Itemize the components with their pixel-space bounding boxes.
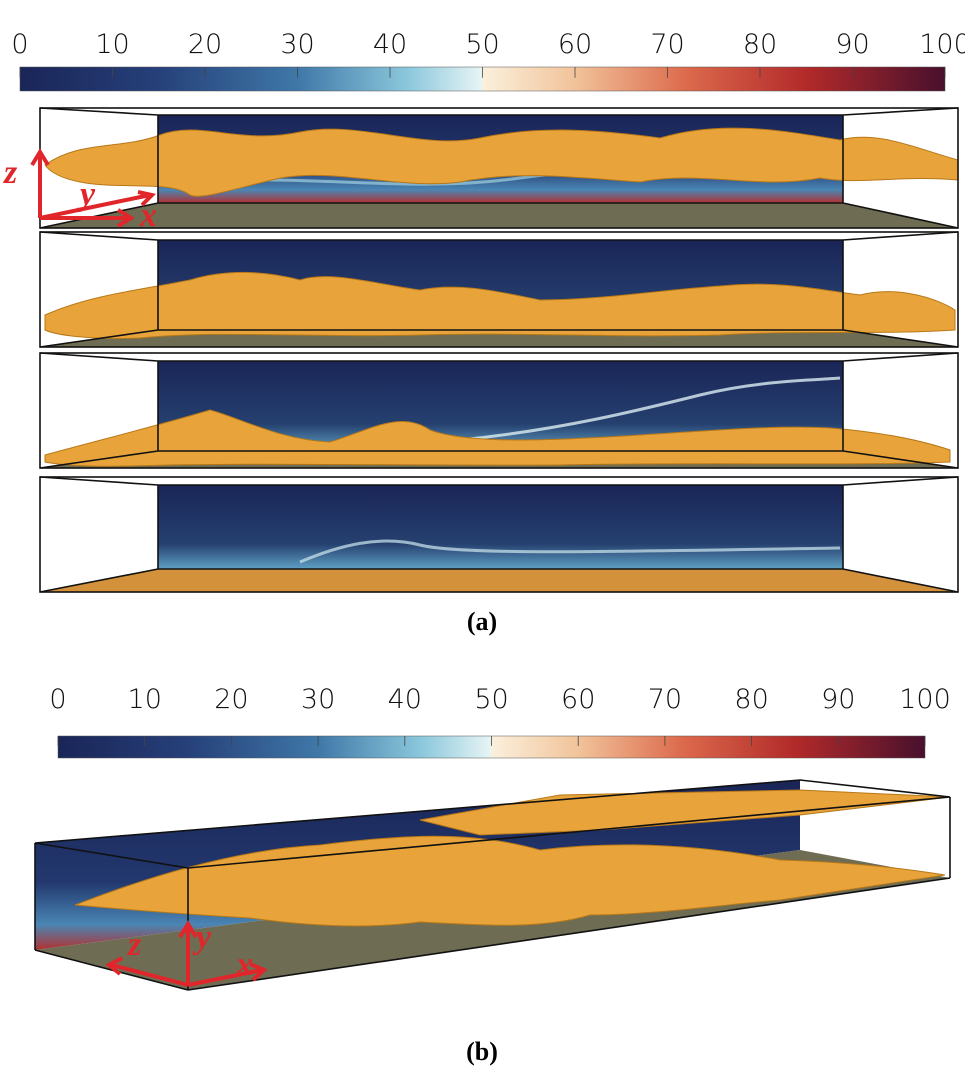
tick-label: 100 <box>899 684 951 715</box>
tick-label: 60 <box>561 684 595 715</box>
tick-label: 0 <box>11 29 28 60</box>
tick-label: 40 <box>373 29 407 60</box>
tick-label: 90 <box>821 684 855 715</box>
tick-label: 50 <box>465 29 499 60</box>
tick-label: 10 <box>128 684 162 715</box>
slab-4 <box>40 477 958 592</box>
tick-label: 30 <box>301 684 335 715</box>
slab-2 <box>40 232 958 347</box>
tick-label: 20 <box>214 684 248 715</box>
slab-3 <box>40 353 958 468</box>
tick-label: 100 <box>919 29 965 60</box>
caption: (b) <box>466 1037 498 1066</box>
tick-label: 40 <box>388 684 422 715</box>
tick-label: 60 <box>558 29 592 60</box>
tick-label: 10 <box>95 29 129 60</box>
channel-3d: z y x <box>35 780 950 990</box>
tick-label: 30 <box>280 29 314 60</box>
axis-label: x <box>235 946 253 983</box>
axis-label: z <box>127 926 142 963</box>
caption: (a) <box>467 607 497 636</box>
tick-label: 70 <box>648 684 682 715</box>
tick-label: 50 <box>474 684 508 715</box>
tick-label: 0 <box>49 684 66 715</box>
tick-label: 80 <box>734 684 768 715</box>
tick-label: 70 <box>650 29 684 60</box>
tick-label: 80 <box>743 29 777 60</box>
axis-label: z <box>3 154 18 191</box>
slab-1: z y x <box>3 108 958 234</box>
tick-label: 20 <box>188 29 222 60</box>
figure: 0 10 20 30 40 50 60 70 80 90 100 z y x (a) 0 10 20 30… <box>0 0 965 1070</box>
tick-label: 90 <box>835 29 869 60</box>
axis-label: x <box>139 197 157 234</box>
